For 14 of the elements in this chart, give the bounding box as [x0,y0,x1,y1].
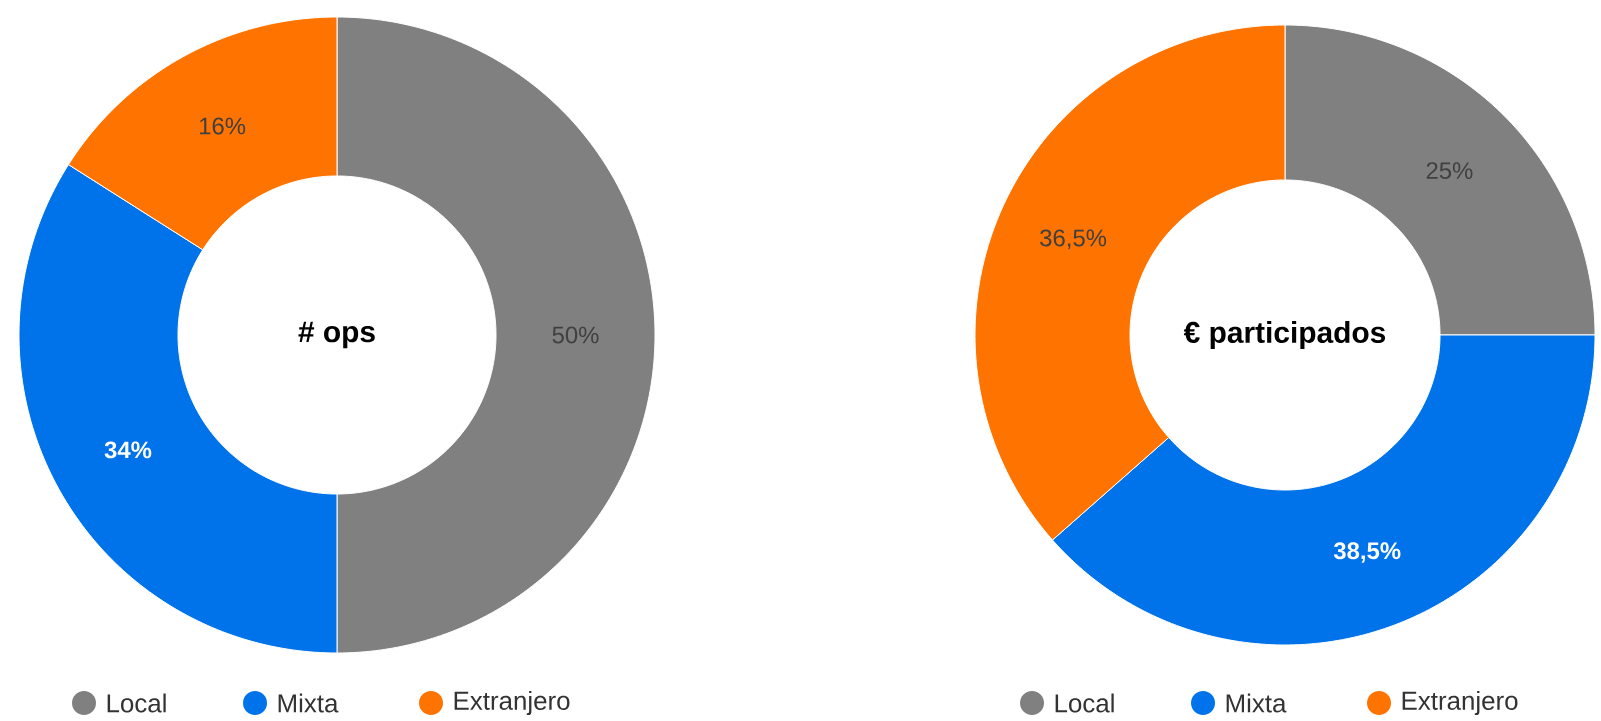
text: # ops [298,321,375,349]
legend-label: Mixta [278,693,339,713]
text: € participados [1183,321,1386,349]
data-label: 25% [1426,162,1473,180]
legend-label: Local [107,693,166,713]
legend-label: Extranjero [1402,690,1518,716]
data-label: 16% [200,117,246,135]
data-label: 36,5% [1040,229,1107,250]
legend-label: Mixta [1226,693,1287,713]
data-label: 38,5% [1333,542,1401,563]
data-label: 34% [104,441,152,459]
legend-label: Local [1055,693,1114,713]
legend-label: Extranjero [454,690,570,716]
data-label: 50% [552,326,599,344]
